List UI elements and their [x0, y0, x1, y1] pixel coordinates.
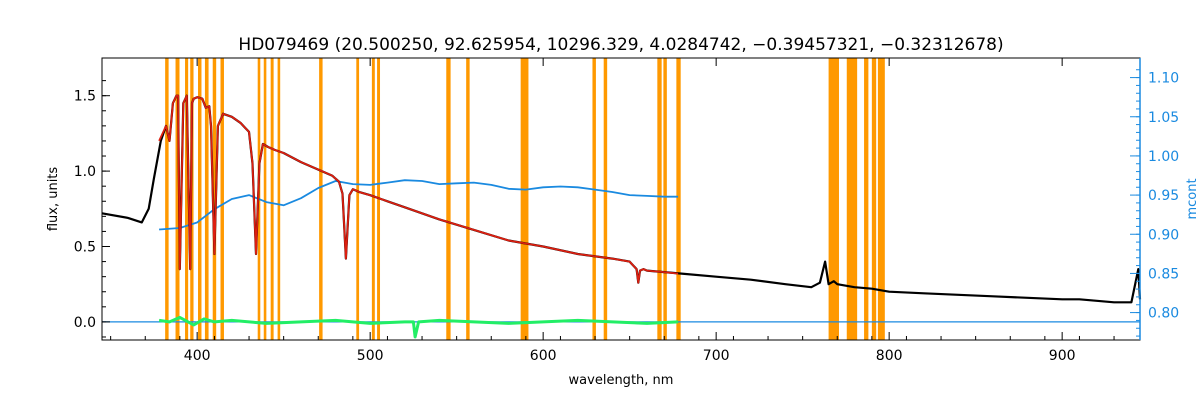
x-tick-label-400: 400 [184, 348, 211, 364]
masked-band-10 [270, 58, 274, 340]
masked-band-1 [175, 58, 180, 340]
masked-band-23 [676, 58, 681, 340]
y-axis-label-right: mcont [1185, 178, 1200, 219]
series-line-mcont [159, 179, 679, 231]
masked-band-13 [356, 58, 360, 340]
x-tick-label-900: 900 [1049, 348, 1076, 364]
masked-band-7 [220, 58, 224, 340]
masked-band-21 [657, 58, 662, 340]
y-left-tick-label-1.5: 1.5 [74, 89, 96, 105]
masked-band-17 [466, 58, 470, 340]
masked-band-5 [204, 58, 209, 340]
masked-band-11 [277, 58, 281, 340]
masked-band-6 [212, 58, 217, 340]
x-tick-label-800: 800 [876, 348, 903, 364]
masked-band-12 [319, 58, 323, 340]
x-tick-label-700: 700 [703, 348, 730, 364]
x-axis-label: wavelength, nm [569, 373, 674, 388]
masked-band-27 [871, 58, 877, 340]
x-tick-label-500: 500 [357, 348, 384, 364]
y-right-tick-label-1.10: 1.10 [1148, 71, 1179, 87]
masked-band-26 [864, 58, 869, 340]
masked-band-4 [198, 58, 202, 340]
chart-title: HD079469 (20.500250, 92.625954, 10296.32… [238, 35, 1003, 55]
masked-band-22 [663, 58, 667, 340]
masked-band-25 [846, 58, 858, 340]
masked-bands [165, 58, 885, 340]
masked-band-16 [446, 58, 451, 340]
y-right-tick-label-0.80: 0.80 [1148, 306, 1179, 322]
y-right-tick-label-1.05: 1.05 [1148, 110, 1179, 126]
y-left-tick-label-1.0: 1.0 [74, 164, 96, 180]
y-axis-label-left: flux, units [46, 167, 61, 232]
masked-band-9 [263, 58, 267, 340]
series-line-model [158, 94, 679, 284]
masked-band-0 [165, 58, 169, 340]
y-right-tick-label-0.85: 0.85 [1148, 266, 1179, 282]
masked-band-28 [877, 58, 885, 340]
y-right-tick-label-0.90: 0.90 [1148, 227, 1179, 243]
masked-band-19 [592, 58, 596, 340]
y-left-tick-label-0.0: 0.0 [74, 315, 96, 331]
y-right-tick-label-1.00: 1.00 [1148, 149, 1179, 165]
series-line-residual [158, 315, 679, 339]
series-layer [101, 94, 1142, 339]
masked-band-20 [603, 58, 608, 340]
y-right-tick-label-0.95: 0.95 [1148, 188, 1179, 204]
x-tick-label-600: 600 [530, 348, 557, 364]
masked-band-18 [520, 58, 529, 340]
masked-band-2 [185, 58, 189, 340]
y-left-tick-label-0.5: 0.5 [74, 240, 96, 256]
masked-band-14 [371, 58, 375, 340]
masked-band-24 [828, 58, 839, 340]
axes: 400 500 600 700 800 900 0.0 0.5 1.0 1.5 0.80 0.85 0.… [74, 58, 1179, 364]
